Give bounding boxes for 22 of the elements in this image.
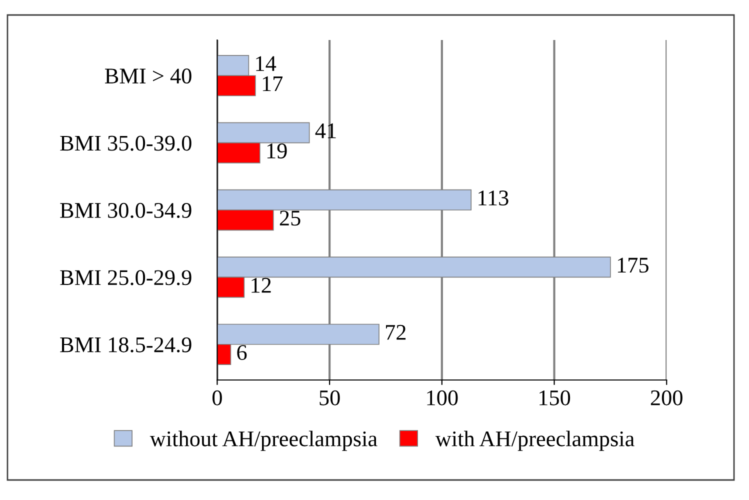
legend-label: without AH/preeclampsia <box>150 430 378 451</box>
x-tick-label: 200 <box>650 390 682 406</box>
data-label: 41 <box>315 123 336 138</box>
y-tick-label: BMI 18.5-24.9 <box>60 337 192 352</box>
y-tick-label: BMI 30.0-34.9 <box>60 202 192 218</box>
data-label: 72 <box>386 324 406 340</box>
data-label: 6 <box>237 345 247 360</box>
data-label: 113 <box>478 190 508 206</box>
x-tick-label: 150 <box>540 390 570 406</box>
y-tick-label: BMI 35.0-39.0 <box>60 136 192 151</box>
data-label: 17 <box>262 76 283 92</box>
x-tick-label: 0 <box>212 390 222 406</box>
data-label: 25 <box>280 210 300 226</box>
x-tick-label: 100 <box>427 390 458 406</box>
data-label: 12 <box>252 278 271 293</box>
y-tick-label: BMI > 40 <box>105 68 192 84</box>
data-label: 19 <box>267 144 287 158</box>
data-label: 14 <box>256 56 276 71</box>
legend-label: with AH/preeclampsia <box>435 430 634 451</box>
data-label: 175 <box>618 258 648 273</box>
x-tick-label: 50 <box>320 390 340 406</box>
y-tick-label: BMI 25.0-29.9 <box>60 270 192 286</box>
